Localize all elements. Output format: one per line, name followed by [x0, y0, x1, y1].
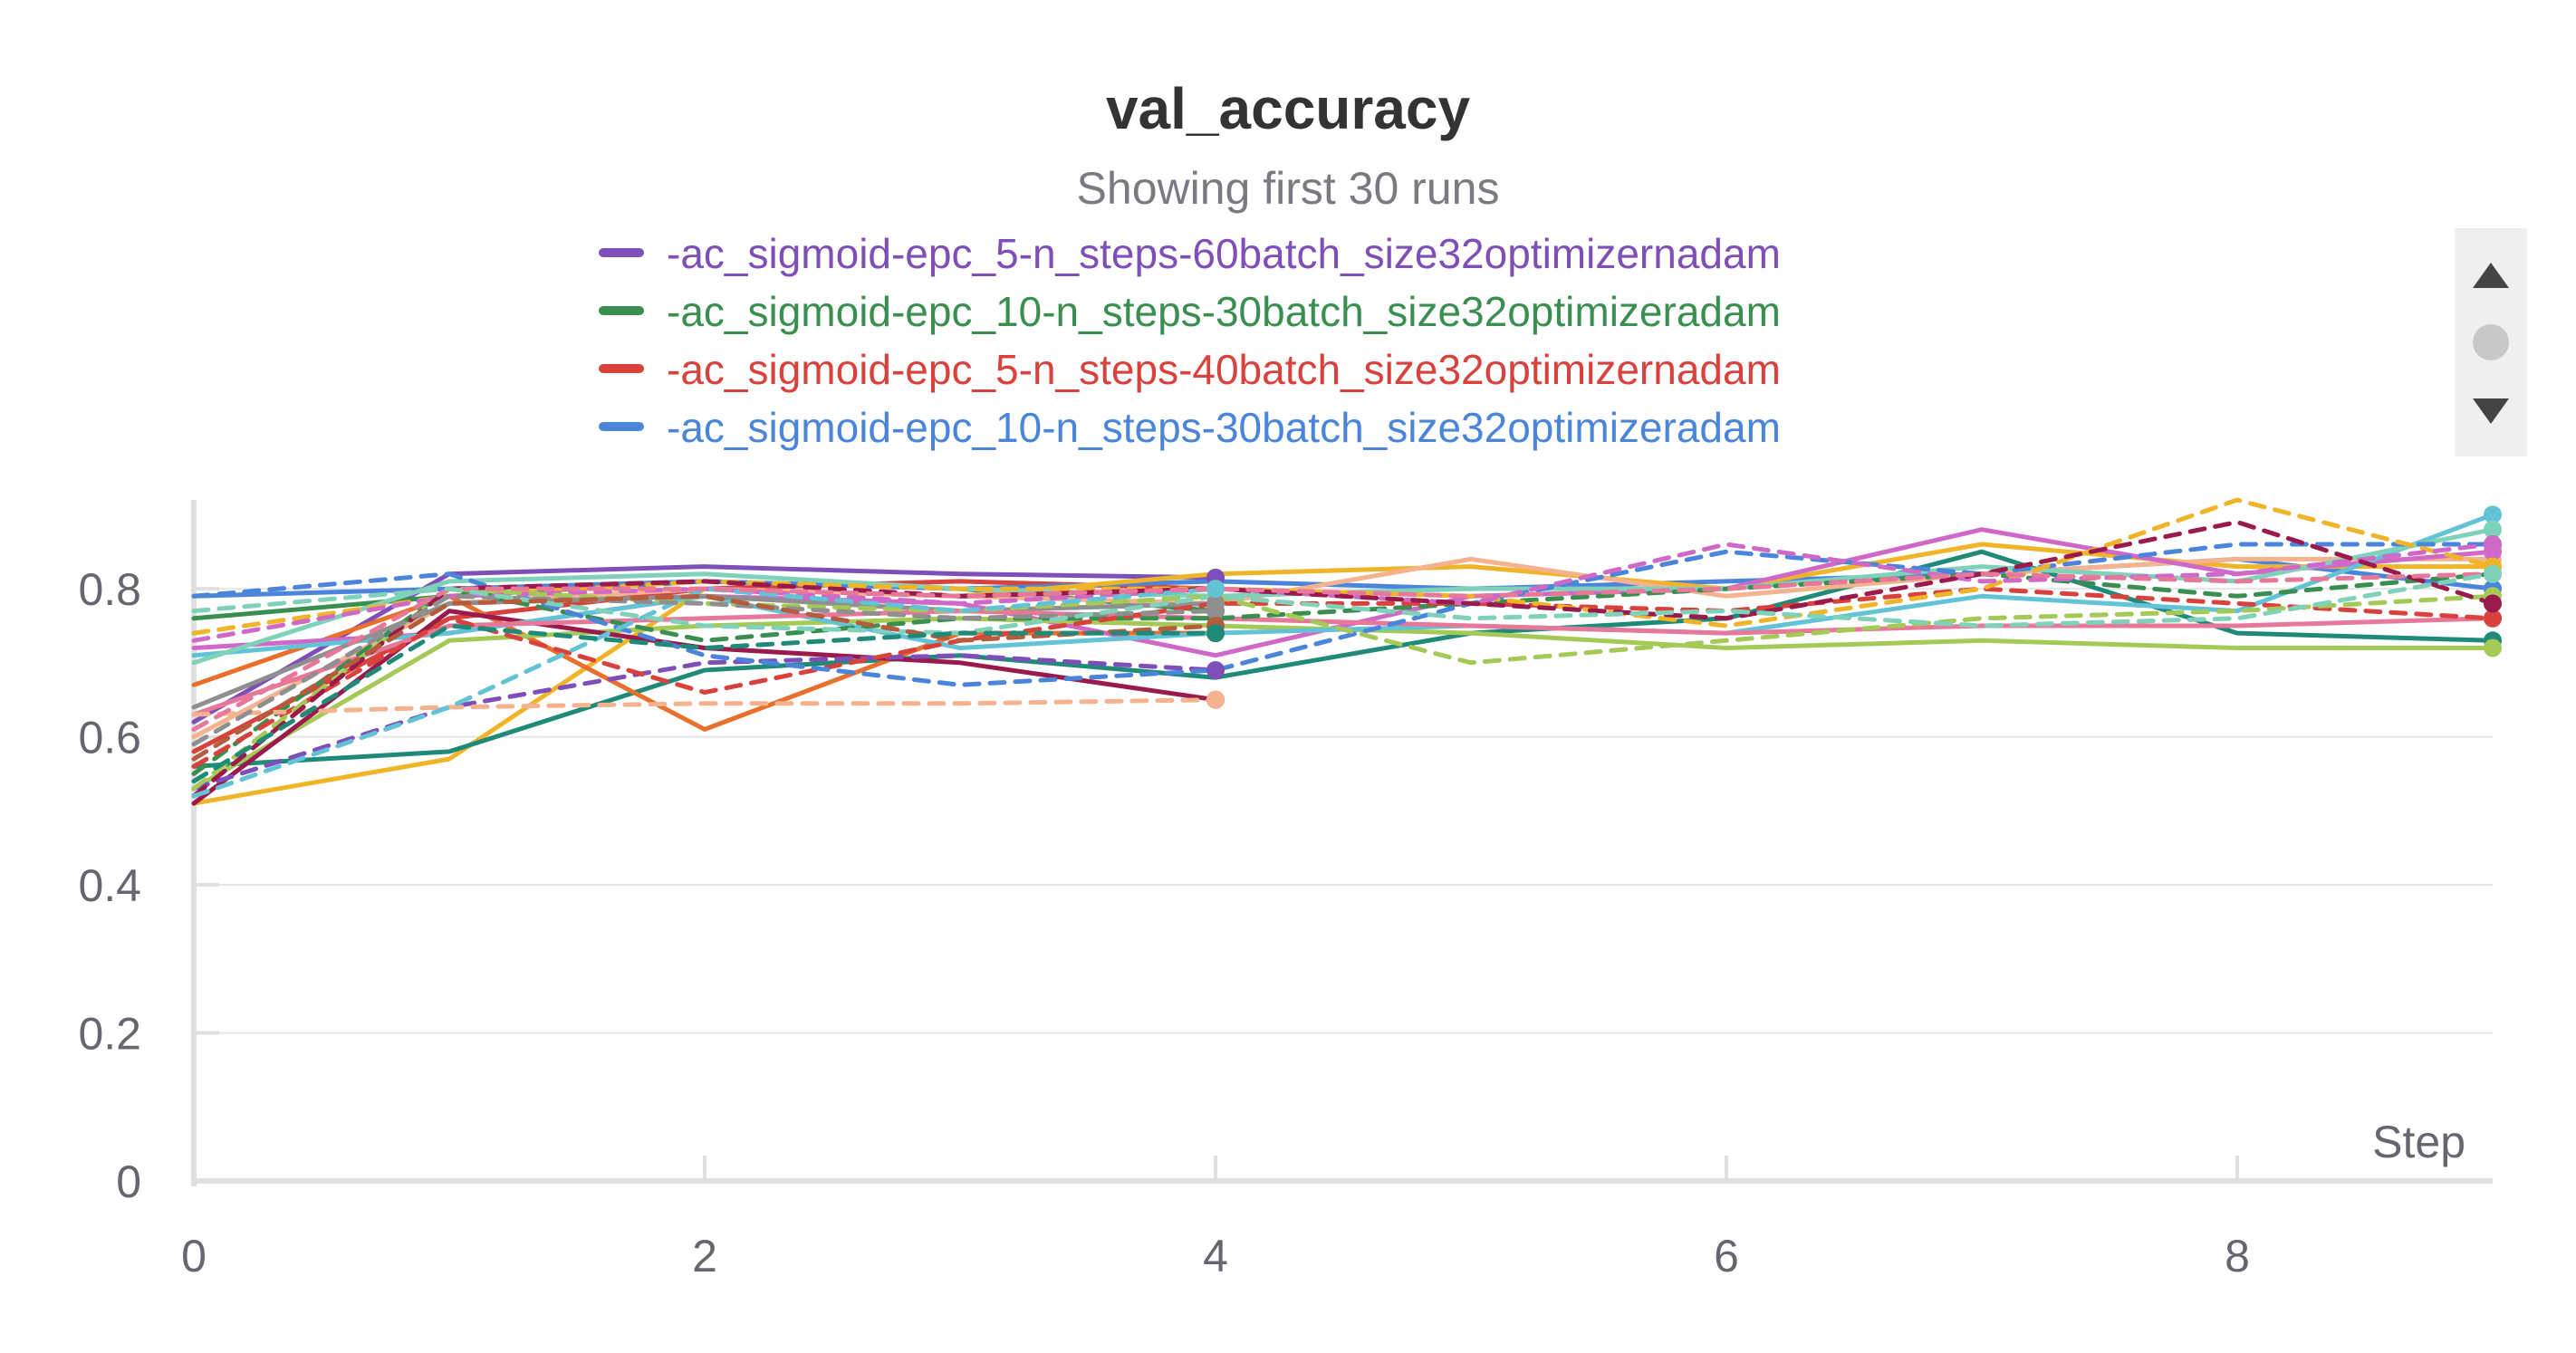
- series-line: [191, 520, 2495, 799]
- triangle-up-icon[interactable]: [2473, 263, 2509, 288]
- series-endpoint: [2484, 564, 2502, 583]
- series-line: [191, 593, 1218, 710]
- series-line: [191, 586, 2495, 769]
- x-tick-label: 8: [2225, 1231, 2250, 1281]
- chart-subtitle: Showing first 30 runs: [1077, 163, 1500, 214]
- series-line: [191, 556, 2495, 740]
- chart-title: val_accuracy: [1106, 76, 1471, 141]
- series-endpoint: [2484, 638, 2502, 657]
- x-tick-label: 6: [1714, 1231, 1739, 1281]
- y-tick-label: 0.4: [78, 860, 141, 911]
- series-line: [191, 571, 2495, 636]
- legend-label: -ac_sigmoid-epc_5-n_steps-40batch_size32…: [667, 346, 1781, 393]
- series-line: [191, 623, 1218, 784]
- series-line: [191, 653, 1218, 792]
- y-tick-label: 0: [116, 1156, 141, 1207]
- series-line: [191, 542, 2495, 806]
- y-tick-label: 0.2: [78, 1009, 141, 1060]
- legend-label: -ac_sigmoid-epc_5-n_steps-60batch_size32…: [667, 230, 1781, 277]
- series-line: [191, 593, 1218, 747]
- series-line: [191, 542, 2495, 687]
- x-tick-label: 2: [692, 1231, 717, 1281]
- series-endpoint: [1206, 690, 1225, 709]
- series-endpoint: [2484, 609, 2502, 628]
- series-line: [191, 586, 1218, 799]
- series-line: [191, 593, 1218, 762]
- series-endpoint: [2484, 594, 2502, 613]
- series-endpoint: [2484, 505, 2502, 524]
- endpoints: [1206, 505, 2502, 709]
- series-line: [191, 549, 2495, 769]
- series-endpoint: [2484, 520, 2502, 539]
- series-line: [191, 697, 1218, 717]
- axes: 0 0.2 0.4 0.6 0.8 0 2 4 6 8: [78, 500, 2493, 1281]
- legend: -ac_sigmoid-epc_5-n_steps-60batch_size32…: [599, 230, 1781, 451]
- x-axis-title: Step: [2372, 1117, 2465, 1167]
- series-endpoint: [1206, 624, 1225, 643]
- legend-label: -ac_sigmoid-epc_10-n_steps-30batch_size3…: [667, 288, 1781, 335]
- series-line: [191, 609, 1218, 806]
- circle-icon[interactable]: [2473, 324, 2509, 360]
- triangle-down-icon[interactable]: [2473, 398, 2509, 424]
- legend-scrollbar[interactable]: [2455, 228, 2527, 456]
- series-line: [191, 586, 2495, 792]
- y-tick-label: 0.8: [78, 564, 141, 615]
- series-endpoint: [1206, 661, 1225, 679]
- series-endpoint: [1206, 580, 1225, 599]
- y-tick-label: 0.6: [78, 713, 141, 763]
- legend-label: -ac_sigmoid-epc_10-n_steps-30batch_size3…: [667, 404, 1781, 451]
- series-endpoint: [2484, 535, 2502, 554]
- x-tick-label: 4: [1203, 1231, 1228, 1281]
- series-line: [191, 564, 1218, 724]
- series-line: [191, 571, 2495, 732]
- x-tick-label: 0: [181, 1231, 207, 1281]
- series-endpoint: [1206, 601, 1225, 620]
- series-group: [191, 497, 2495, 806]
- series-line: [191, 609, 2495, 717]
